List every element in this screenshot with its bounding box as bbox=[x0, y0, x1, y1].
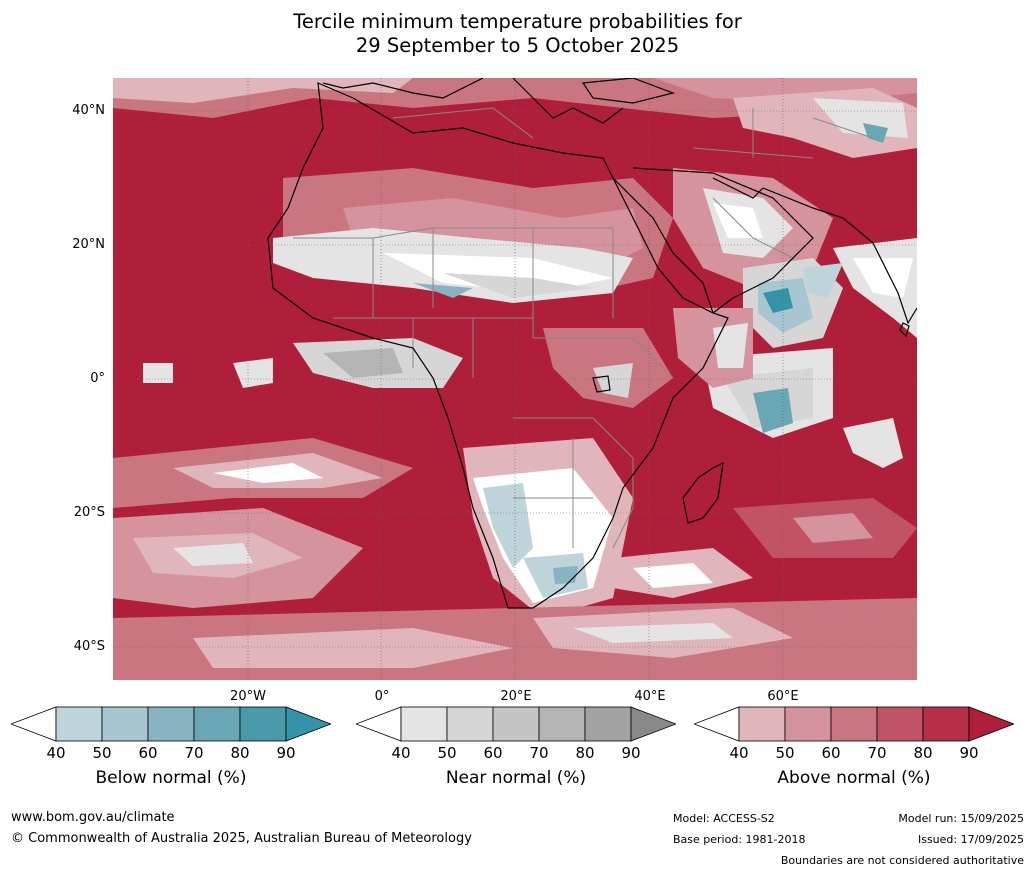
colorbar-above-segment bbox=[876, 706, 924, 742]
colorbar-near-segment bbox=[584, 706, 632, 742]
colorbar-below-segment bbox=[101, 706, 149, 742]
colorbar-below-tick: 50 bbox=[92, 744, 112, 762]
colorbar-below-tick: 90 bbox=[276, 744, 296, 762]
colorbar-above-tick: 60 bbox=[821, 744, 841, 762]
probability-shading bbox=[113, 78, 917, 680]
lon-label-20w: 20°W bbox=[230, 689, 266, 704]
lat-label-40s: 40°S bbox=[73, 639, 105, 654]
colorbar-near-over-triangle bbox=[630, 706, 678, 742]
colorbar-below-segment bbox=[193, 706, 241, 742]
title-line-2: 29 September to 5 October 2025 bbox=[355, 34, 680, 57]
colorbar-below-segment bbox=[239, 706, 287, 742]
colorbar-below-label: Below normal (%) bbox=[95, 768, 247, 788]
colorbar-above-tick: 80 bbox=[913, 744, 933, 762]
colorbar-near-segment bbox=[446, 706, 494, 742]
colorbar-above-segment bbox=[738, 706, 786, 742]
colorbar-near-tick: 80 bbox=[575, 744, 595, 762]
colorbar-below-tick: 40 bbox=[46, 744, 66, 762]
colorbar-above bbox=[692, 706, 1016, 746]
website-link[interactable]: www.bom.gov.au/climate bbox=[11, 810, 175, 825]
colorbar-below-tick: 80 bbox=[230, 744, 250, 762]
probability-map bbox=[113, 78, 917, 680]
colorbar-near-under-triangle bbox=[354, 706, 402, 742]
issued-text: Issued: 17/09/2025 bbox=[917, 833, 1024, 846]
colorbar-near bbox=[354, 706, 678, 746]
colorbar-below-tick: 70 bbox=[184, 744, 204, 762]
colorbar-above-tick: 50 bbox=[775, 744, 795, 762]
colorbar-above-tick: 90 bbox=[959, 744, 979, 762]
colorbar-above-tick: 40 bbox=[729, 744, 749, 762]
colorbar-above-under-triangle bbox=[692, 706, 740, 742]
colorbar-near-tick: 40 bbox=[391, 744, 411, 762]
colorbar-below-segment bbox=[55, 706, 103, 742]
model-run-text: Model run: 15/09/2025 bbox=[898, 812, 1024, 825]
lon-label-20e: 20°E bbox=[500, 689, 532, 704]
chart-title: Tercile minimum temperature probabilitie… bbox=[0, 10, 1035, 58]
colorbar-below-tick: 60 bbox=[138, 744, 158, 762]
map-svg bbox=[113, 78, 917, 680]
colorbar-above-over-triangle bbox=[968, 706, 1016, 742]
coastlines bbox=[267, 78, 917, 609]
colorbar-near-segment bbox=[400, 706, 448, 742]
colorbar-near-label: Near normal (%) bbox=[445, 768, 587, 788]
colorbar-below bbox=[9, 706, 333, 746]
colorbar-near-tick: 50 bbox=[437, 744, 457, 762]
disclaimer-text: Boundaries are not considered authoritat… bbox=[780, 854, 1024, 867]
colorbar-below-segment bbox=[147, 706, 195, 742]
colorbar-near-tick: 60 bbox=[483, 744, 503, 762]
copyright-text: © Commonwealth of Australia 2025, Austra… bbox=[11, 831, 472, 846]
lon-label-0: 0° bbox=[374, 689, 390, 704]
lat-label-20n: 20°N bbox=[72, 237, 105, 252]
lon-label-60e: 60°E bbox=[767, 689, 799, 704]
lon-label-40e: 40°E bbox=[634, 689, 666, 704]
colorbar-above-tick: 70 bbox=[867, 744, 887, 762]
colorbar-above-label: Above normal (%) bbox=[777, 768, 931, 788]
lat-label-0: 0° bbox=[90, 371, 105, 386]
colorbar-below-over-triangle bbox=[285, 706, 333, 742]
colorbar-near-segment bbox=[538, 706, 586, 742]
lat-label-40n: 40°N bbox=[72, 103, 105, 118]
colorbar-above-segment bbox=[922, 706, 970, 742]
colorbar-near-tick: 90 bbox=[621, 744, 641, 762]
lat-label-20s: 20°S bbox=[73, 505, 105, 520]
base-period-text: Base period: 1981-2018 bbox=[673, 833, 806, 846]
graticule bbox=[113, 78, 917, 680]
model-text: Model: ACCESS-S2 bbox=[673, 812, 775, 825]
colorbar-above-segment bbox=[830, 706, 878, 742]
colorbar-near-segment bbox=[492, 706, 540, 742]
country-borders bbox=[293, 107, 874, 549]
colorbar-below-under-triangle bbox=[9, 706, 57, 742]
title-line-1: Tercile minimum temperature probabilitie… bbox=[293, 10, 742, 33]
colorbar-above-segment bbox=[784, 706, 832, 742]
colorbar-near-tick: 70 bbox=[529, 744, 549, 762]
